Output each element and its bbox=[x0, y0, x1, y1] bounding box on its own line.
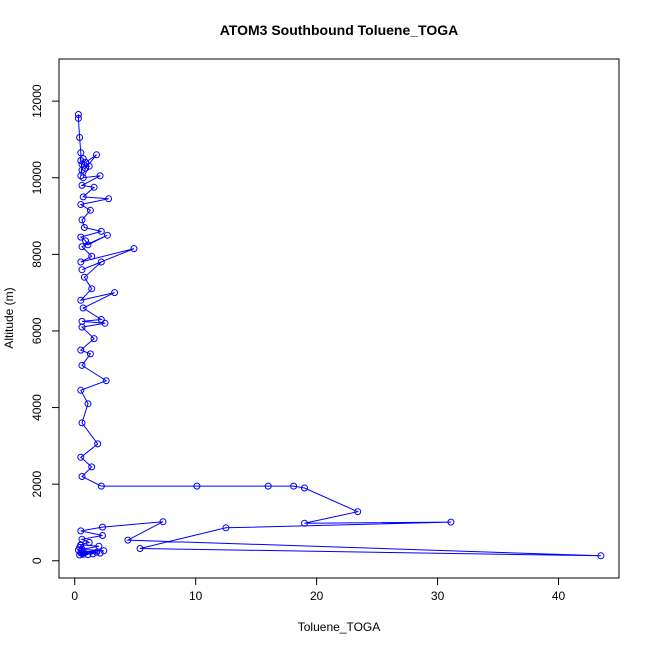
y-tick-label: 10000 bbox=[30, 161, 44, 195]
data-point bbox=[597, 552, 605, 560]
x-tick-label: 40 bbox=[552, 589, 566, 603]
data-point bbox=[97, 258, 105, 266]
data-point bbox=[88, 285, 96, 293]
data-point bbox=[78, 181, 86, 189]
data-point bbox=[78, 243, 86, 251]
data-point bbox=[74, 114, 82, 122]
x-tick-label: 30 bbox=[431, 589, 445, 603]
data-point bbox=[84, 241, 92, 249]
data-point bbox=[301, 519, 308, 527]
data-point bbox=[86, 206, 94, 214]
data-point bbox=[301, 484, 308, 492]
x-tick-label: 0 bbox=[71, 589, 78, 603]
data-point bbox=[99, 532, 106, 539]
data-point bbox=[79, 304, 87, 312]
data-point bbox=[78, 473, 86, 480]
data-point bbox=[82, 158, 90, 166]
data-point bbox=[78, 323, 86, 331]
y-tick-label: 6000 bbox=[30, 317, 44, 344]
series-0-line bbox=[77, 114, 601, 557]
y-tick-label: 2000 bbox=[30, 470, 44, 497]
data-point bbox=[111, 289, 119, 297]
series-points bbox=[74, 111, 605, 560]
data-point bbox=[95, 542, 103, 550]
data-point bbox=[264, 482, 272, 490]
data-point bbox=[78, 419, 86, 427]
data-point bbox=[97, 482, 105, 490]
x-axis: 0 10 20 30 40 bbox=[71, 577, 566, 603]
data-point bbox=[80, 224, 88, 231]
data-point bbox=[79, 174, 87, 182]
data-point bbox=[354, 508, 362, 516]
data-point bbox=[93, 151, 100, 159]
data-point bbox=[84, 400, 92, 408]
data-point bbox=[447, 518, 455, 526]
data-point bbox=[193, 482, 201, 490]
data-point bbox=[85, 162, 93, 170]
data-point bbox=[90, 183, 98, 191]
series-line bbox=[77, 114, 601, 557]
data-point bbox=[136, 545, 144, 552]
data-point bbox=[93, 548, 100, 556]
y-tick-label: 0 bbox=[30, 557, 44, 564]
data-point bbox=[100, 547, 108, 555]
y-axis: 0 2000 4000 6000 8000 10000 12000 bbox=[30, 84, 60, 564]
data-point bbox=[76, 134, 84, 141]
data-point bbox=[89, 550, 97, 558]
y-tick-label: 4000 bbox=[30, 394, 44, 421]
data-point bbox=[97, 316, 105, 323]
data-point bbox=[79, 550, 87, 558]
data-point bbox=[77, 453, 85, 461]
data-point bbox=[77, 233, 85, 241]
data-point bbox=[96, 549, 104, 557]
data-point bbox=[102, 377, 110, 385]
y-axis-label: Altitude (m) bbox=[2, 287, 16, 348]
x-tick-label: 10 bbox=[189, 589, 203, 603]
data-point bbox=[77, 541, 85, 549]
data-point bbox=[77, 527, 85, 535]
chart-title: ATOM3 Southbound Toluene_TOGA bbox=[220, 22, 459, 38]
data-point bbox=[79, 193, 87, 201]
data-point bbox=[124, 536, 132, 544]
data-point bbox=[78, 361, 86, 369]
data-point bbox=[88, 252, 96, 260]
data-point bbox=[290, 482, 298, 490]
data-point bbox=[86, 350, 94, 358]
data-point bbox=[103, 231, 111, 239]
x-tick-label: 20 bbox=[310, 589, 324, 603]
data-point bbox=[80, 273, 88, 281]
y-tick-label: 12000 bbox=[30, 84, 44, 118]
plot-frame bbox=[58, 58, 620, 579]
data-point bbox=[77, 149, 85, 157]
data-point bbox=[101, 319, 109, 327]
data-point bbox=[94, 440, 102, 448]
data-point bbox=[79, 155, 87, 163]
data-point bbox=[105, 195, 113, 203]
data-point bbox=[99, 523, 106, 531]
data-point bbox=[77, 386, 85, 394]
data-point bbox=[159, 518, 167, 526]
data-point bbox=[78, 216, 86, 224]
x-axis-label: Toluene_TOGA bbox=[298, 620, 381, 634]
y-tick-label: 8000 bbox=[30, 241, 44, 268]
data-point bbox=[74, 111, 82, 118]
data-point bbox=[130, 245, 138, 253]
data-point bbox=[77, 296, 85, 304]
data-point bbox=[77, 346, 85, 354]
data-point bbox=[88, 463, 96, 471]
data-point bbox=[85, 538, 93, 546]
data-point bbox=[97, 227, 105, 235]
data-point bbox=[222, 524, 230, 532]
data-point bbox=[90, 335, 98, 343]
data-point bbox=[77, 258, 85, 266]
data-point bbox=[77, 201, 85, 208]
data-point bbox=[96, 172, 104, 180]
data-point bbox=[78, 266, 86, 274]
